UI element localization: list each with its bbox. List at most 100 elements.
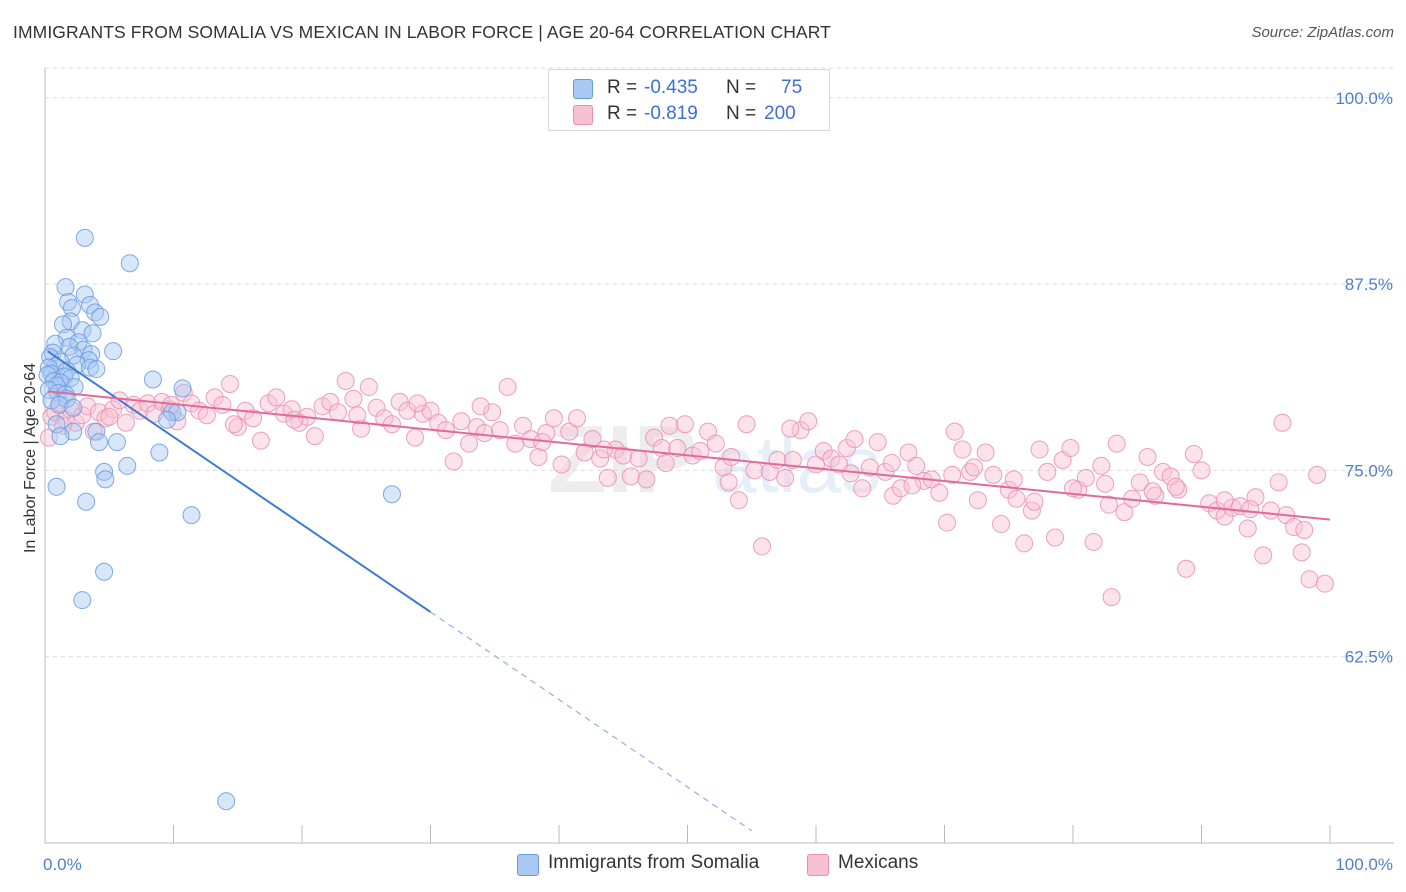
mexicans-point-92 <box>722 447 741 466</box>
mexicans-point-76 <box>598 468 617 487</box>
mexicans-point-189 <box>53 416 72 435</box>
mexicans-point-183 <box>408 394 427 413</box>
mexicans-point-31 <box>251 431 270 450</box>
mexicans-point-62 <box>490 421 509 440</box>
mexicans-point-182 <box>471 397 490 416</box>
mexicans-point-74 <box>583 430 602 449</box>
mexicans-point-60 <box>475 424 494 443</box>
mexicans-point-102 <box>799 412 818 431</box>
mexicans-point-99 <box>776 468 795 487</box>
mexicans-point-161 <box>1254 546 1273 565</box>
mexicans-point-84 <box>660 416 679 435</box>
mexicans-point-86 <box>675 415 694 434</box>
mexicans-point-72 <box>567 409 586 428</box>
x-tick-label-1: 100.0% <box>1335 855 1393 874</box>
watermark: ZIP atlas <box>548 406 881 513</box>
mexicans-point-22 <box>182 394 201 413</box>
somalia-point-54 <box>87 422 106 441</box>
somalia-trend-extension <box>430 611 753 832</box>
mexicans-point-15 <box>131 401 150 420</box>
mexicans-point-65 <box>514 416 533 435</box>
mexicans-point-73 <box>575 443 594 462</box>
mexicans-point-191 <box>1273 413 1292 432</box>
mexicans-point-134 <box>1046 528 1065 547</box>
mexicans-point-138 <box>1076 468 1095 487</box>
mexicans-point-129 <box>1007 489 1026 508</box>
x-tick-labels: 0.0% 100.0% <box>43 855 1393 874</box>
somalia-point-58 <box>118 456 137 475</box>
mexicans-point-171 <box>1166 477 1185 496</box>
series-mexicans <box>39 371 1334 607</box>
mexicans-point-174 <box>965 458 984 477</box>
mexicans-point-75 <box>591 449 610 468</box>
mexicans-point-151 <box>1177 559 1196 578</box>
mexicans-point-197 <box>1004 470 1023 489</box>
mexicans-point-30 <box>244 409 263 428</box>
legend-r-value: -0.819 <box>644 103 698 124</box>
mexicans-point-90 <box>706 434 725 453</box>
mexicans-point-96 <box>753 537 772 556</box>
mexicans-point-42 <box>336 371 355 390</box>
somalia-point-57 <box>150 443 169 462</box>
mexicans-point-111 <box>868 433 887 452</box>
somalia-point-43 <box>173 379 192 398</box>
correlation-legend: R = -0.435 N = 75 R = -0.819 N = 200 <box>548 69 830 131</box>
mexicans-point-93 <box>729 491 748 510</box>
mexicans-point-80 <box>629 449 648 468</box>
mexicans-point-172 <box>1096 474 1115 493</box>
series-somalia <box>38 228 401 811</box>
mexicans-point-25 <box>205 388 224 407</box>
somalia-point-8 <box>91 307 110 326</box>
mexicans-point-113 <box>884 486 903 505</box>
mexicans-point-150 <box>1169 480 1188 499</box>
legend-swatch-somalia <box>573 79 593 99</box>
mexicans-point-179 <box>656 453 675 472</box>
mexicans-point-184 <box>348 406 367 425</box>
bottom-legend-label-mexicans: Mexicans <box>838 852 919 873</box>
somalia-point-67 <box>217 792 236 811</box>
somalia-point-64 <box>182 506 201 525</box>
mexicans-point-198 <box>943 465 962 484</box>
mexicans-point-192 <box>1102 588 1121 607</box>
mexicans-point-152 <box>1184 445 1203 464</box>
legend-n-value: 200 <box>764 103 796 124</box>
mexicans-point-186 <box>224 415 243 434</box>
mexicans-point-132 <box>1030 440 1049 459</box>
mexicans-point-100 <box>783 450 802 469</box>
somalia-point-56 <box>89 433 108 452</box>
somalia-point-37 <box>143 370 162 389</box>
somalia-point-2 <box>56 278 75 297</box>
mexicans-point-136 <box>1061 439 1080 458</box>
mexicans-point-24 <box>197 406 216 425</box>
mexicans-point-69 <box>544 409 563 428</box>
mexicans-point-38 <box>305 427 324 446</box>
somalia-point-6 <box>62 298 81 317</box>
mexicans-point-124 <box>968 491 987 510</box>
mexicans-point-159 <box>1238 519 1257 538</box>
mexicans-point-51 <box>406 428 425 447</box>
bottom-legend-label-somalia: Immigrants from Somalia <box>548 852 760 873</box>
bottom-legend-swatch-somalia <box>517 854 539 876</box>
mexicans-point-133 <box>1038 462 1057 481</box>
y-tick-label-3: 62.5% <box>1345 648 1393 667</box>
chart-source: Source: ZipAtlas.com <box>1251 24 1394 41</box>
somalia-point-10 <box>53 315 72 334</box>
mexicans-point-142 <box>1107 434 1126 453</box>
somalia-point-50 <box>158 410 177 429</box>
mexicans-point-104 <box>814 442 833 461</box>
legend-n-value: 75 <box>781 77 803 98</box>
mexicans-point-82 <box>645 428 664 447</box>
somalia-point-11 <box>73 321 92 340</box>
mexicans-point-44 <box>352 419 371 438</box>
mexicans-point-165 <box>1285 518 1304 537</box>
mexicans-point-56 <box>444 452 463 471</box>
mexicans-point-61 <box>483 403 502 422</box>
y-tick-labels: 100.0% 87.5% 75.0% 62.5% <box>1335 89 1393 667</box>
mexicans-point-195 <box>1143 482 1162 501</box>
mexicans-point-149 <box>1161 467 1180 486</box>
mexicans-point-70 <box>552 455 571 474</box>
mexicans-point-119 <box>930 483 949 502</box>
x-tick-label-0: 0.0% <box>43 855 82 874</box>
mexicans-point-46 <box>367 398 386 417</box>
mexicans-point-63 <box>498 377 517 396</box>
